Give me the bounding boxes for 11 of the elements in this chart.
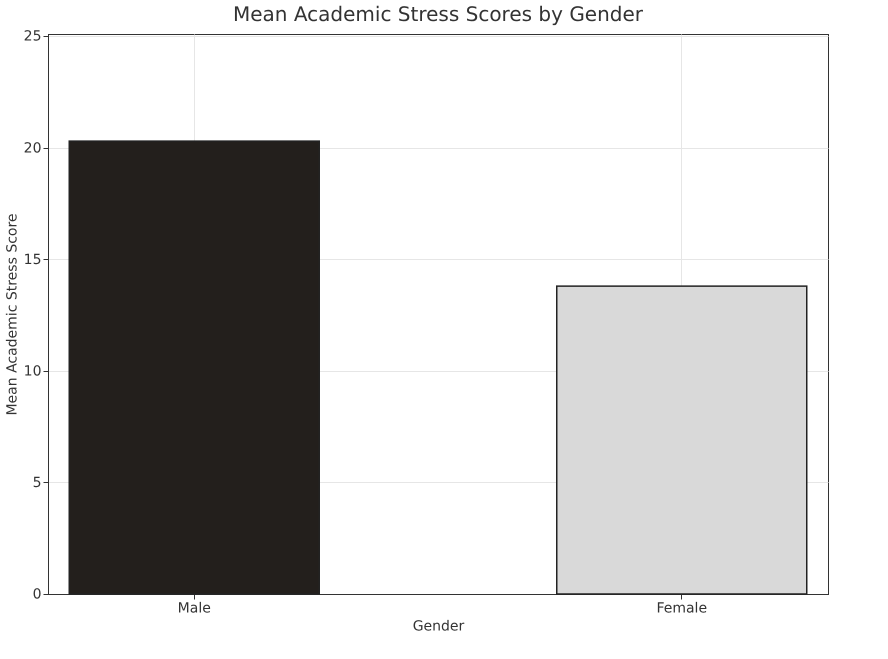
- y-tick-label: 10: [24, 363, 42, 380]
- x-tick-label: Male: [178, 600, 211, 616]
- x-axis-title: Gender: [412, 618, 465, 634]
- y-tick-label: 0: [32, 586, 42, 602]
- y-tick-label: 5: [32, 474, 42, 491]
- y-axis-title: Mean Academic Stress Score: [4, 213, 21, 416]
- y-tick-label: 15: [24, 252, 42, 268]
- y-tick-label: 25: [24, 28, 42, 45]
- y-tick-label: 20: [24, 140, 42, 156]
- chart-title: Mean Academic Stress Scores by Gender: [232, 2, 644, 26]
- x-tick-label: Female: [656, 600, 708, 616]
